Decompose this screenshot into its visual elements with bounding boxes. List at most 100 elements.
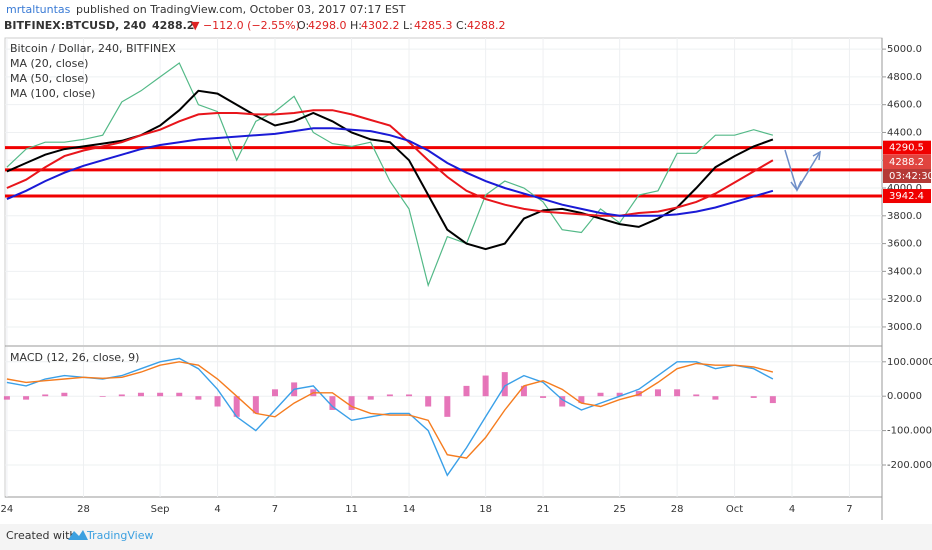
histogram-bar — [23, 396, 30, 400]
histogram-bar — [406, 394, 413, 397]
histogram-bar — [176, 392, 183, 397]
legend-entry: Bitcoin / Dollar, 240, BITFINEX — [10, 42, 176, 55]
histogram-bar — [444, 396, 451, 417]
histogram-bar — [118, 394, 125, 397]
x-tick-label: 21 — [537, 504, 550, 515]
x-tick-label: 28 — [77, 504, 90, 515]
y-tick-label: 4000.0 — [887, 183, 922, 194]
y-tick-label: 3600.0 — [887, 239, 922, 250]
histogram-bar — [712, 396, 719, 400]
y-tick-label: 4600.0 — [887, 100, 922, 111]
histogram-bar — [578, 396, 585, 404]
series-line — [6, 361, 774, 459]
x-tick-label: 4 — [214, 504, 220, 515]
y-tick-label: 3400.0 — [887, 266, 922, 277]
legend-entry: MA (100, close) — [10, 87, 95, 100]
series-line — [6, 109, 774, 217]
histogram-bar — [61, 392, 68, 397]
level-tag-box — [883, 140, 931, 155]
histogram-bar — [540, 396, 547, 398]
histogram-bar — [271, 389, 278, 397]
x-tick-label: 7 — [272, 504, 278, 515]
y-tick-label: 3000.0 — [887, 322, 922, 333]
histogram-bar — [425, 396, 432, 407]
histogram-bar — [769, 396, 776, 404]
x-tick-label: 14 — [403, 504, 416, 515]
series-line — [6, 62, 774, 288]
histogram-bar — [635, 391, 642, 397]
x-tick-label: 24 — [1, 504, 14, 515]
footer-brand[interactable]: TradingView — [86, 529, 153, 542]
histogram-bar — [329, 396, 336, 410]
series-line — [6, 127, 774, 217]
histogram-bar — [214, 396, 221, 407]
ohlc-key: O: — [297, 19, 309, 32]
level-tag-box — [883, 189, 931, 204]
series-line — [6, 357, 774, 477]
ohlc-key: C: — [456, 19, 467, 32]
x-tick-label: 18 — [479, 504, 492, 515]
logo — [68, 530, 88, 540]
level-tag-label: 4290.5 — [889, 143, 924, 154]
x-tick-label: 4 — [789, 504, 795, 515]
x-tick-label: Oct — [726, 504, 743, 515]
x-tick-label: 7 — [846, 504, 852, 515]
ohlc-value: 4298.0 — [308, 19, 347, 32]
histogram-bar — [654, 389, 661, 397]
histogram-bar — [348, 396, 355, 410]
histogram-bar — [3, 396, 10, 400]
arrow-head — [790, 180, 802, 192]
published: published on TradingView.com, October 03… — [76, 3, 406, 16]
histogram-bar — [482, 375, 489, 397]
histogram-bar — [674, 389, 681, 397]
y-tick-label: 3800.0 — [887, 211, 922, 222]
y-tick-label: 100.0000 — [887, 357, 932, 368]
countdown-label: 03:42:30 — [889, 171, 932, 182]
histogram-bar — [42, 394, 49, 397]
countdown-box — [883, 168, 931, 183]
legend-entry: MACD (12, 26, close, 9) — [10, 351, 139, 364]
y-tick-label: 4800.0 — [887, 72, 922, 83]
ohlc-value: 4285.3 — [414, 19, 453, 32]
last-price-tag-box — [883, 154, 931, 169]
level-tag-label: 3942.4 — [889, 191, 924, 202]
histogram-bar — [463, 385, 470, 397]
x-tick-label: Sep — [151, 504, 170, 515]
ohlc-key: H: — [350, 19, 362, 32]
histogram-bar — [520, 385, 527, 397]
x-tick-label: 28 — [671, 504, 684, 515]
y-tick-label: 5000.0 — [887, 44, 922, 55]
author[interactable]: mrtaltuntas — [6, 3, 71, 16]
last-price: 4288.2 — [152, 19, 194, 32]
histogram-bar — [616, 392, 623, 397]
histogram-bar — [750, 396, 757, 398]
x-tick-label: 11 — [345, 504, 358, 515]
histogram-bar — [252, 396, 259, 414]
histogram-bar — [501, 372, 508, 397]
y-tick-label: -200.0000 — [887, 460, 932, 471]
legend-entry: MA (50, close) — [10, 72, 88, 85]
ohlc-value: 4302.2 — [361, 19, 400, 32]
x-tick-label: 25 — [613, 504, 626, 515]
plots: 3000.03200.03400.03600.03800.04000.04200… — [1, 38, 932, 515]
histogram-bar — [597, 392, 604, 397]
histogram-bar — [559, 396, 566, 407]
histogram-bar — [233, 396, 240, 417]
histogram-bar — [157, 392, 164, 397]
y-tick-label: 3200.0 — [887, 294, 922, 305]
histogram-bar — [195, 396, 202, 400]
footer-created: Created with — [6, 529, 76, 542]
y-tick-label: 0.0000 — [887, 391, 922, 402]
change: ▼ −112.0 (−2.55%) — [191, 19, 300, 32]
footer — [0, 524, 932, 550]
y-tick-label: 4400.0 — [887, 127, 922, 138]
histogram-bar — [693, 394, 700, 397]
y-tick-label: -100.0000 — [887, 426, 932, 437]
ohlc: O:4298.0 H: 4302.2 L: 4285.3 C: 4288.2 — [297, 19, 506, 32]
ohlc-key: L: — [403, 19, 413, 32]
symbol: BITFINEX:BTCUSD, 240 — [4, 19, 146, 32]
histogram-bar — [386, 394, 393, 397]
histogram-bar — [99, 396, 106, 397]
arrow-head — [812, 150, 821, 161]
